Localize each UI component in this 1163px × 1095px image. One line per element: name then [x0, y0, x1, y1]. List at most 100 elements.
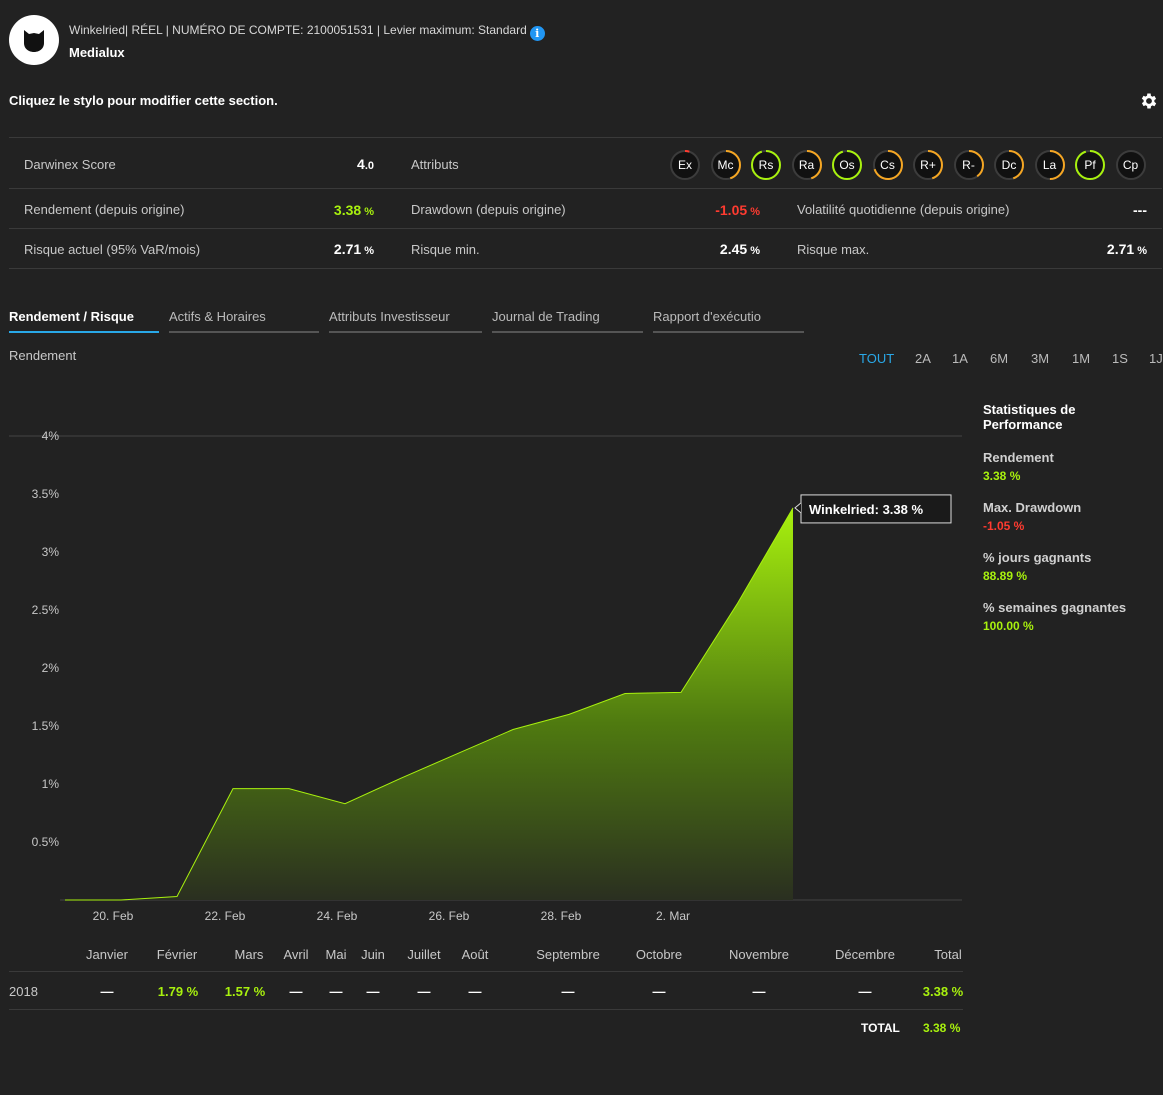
month-value: 1.79 %	[157, 984, 199, 999]
return-chart: 4% 3.5% 3% 2.5% 2% 1.5% 1% 0.5% 20. Feb 22. Feb 2…	[9, 429, 962, 923]
stat-label: Rendement	[983, 450, 1054, 465]
tab-attributs-investisseur[interactable]: Attributs Investisseur	[329, 309, 482, 333]
stat-value: 88.89 %	[983, 569, 1028, 583]
tab-journal-trading[interactable]: Journal de Trading	[492, 309, 643, 333]
table-divider	[9, 971, 963, 972]
month-header: Mai	[325, 947, 347, 962]
month-value: —	[417, 984, 431, 999]
month-header: Janvier	[86, 947, 128, 962]
month-header: Total	[934, 947, 962, 962]
account-info-line: Winkelried| RÉEL | NUMÉRO DE COMPTE: 210…	[69, 23, 545, 41]
risk-max-main: 2.71	[1106, 241, 1135, 257]
y-tick-label: 1.5%	[32, 719, 60, 733]
range-3m[interactable]: 3M	[1031, 351, 1050, 366]
drawdown-value: -1.05 %	[680, 202, 760, 218]
account-line-text: Winkelried| RÉEL | NUMÉRO DE COMPTE: 210…	[69, 23, 527, 37]
attribute-ring-icon	[832, 150, 862, 180]
month-value: —	[366, 984, 380, 999]
return-label: Rendement (depuis origine)	[24, 202, 185, 217]
attribute-badge-rminus[interactable]: R-	[953, 149, 985, 181]
attribute-badge-cs[interactable]: Cs	[872, 149, 904, 181]
y-tick-label: 2%	[42, 661, 60, 675]
month-value: —	[858, 984, 872, 999]
month-value: 1.57 %	[224, 984, 266, 999]
return-main: 3.38	[333, 202, 362, 218]
attribute-badge-label: Mc	[717, 158, 734, 172]
range-1s[interactable]: 1S	[1112, 351, 1128, 366]
month-value: —	[289, 984, 303, 999]
risk-max-unit: %	[1134, 245, 1147, 257]
stat-label: Max. Drawdown	[983, 500, 1082, 515]
range-6m[interactable]: 6M	[990, 351, 1009, 366]
month-value: —	[652, 984, 666, 999]
tab-actifs-horaires[interactable]: Actifs & Horaires	[169, 309, 319, 333]
attribute-badge-os[interactable]: Os	[831, 149, 863, 181]
tooltip-box	[800, 494, 952, 524]
risk-min-label: Risque min.	[411, 242, 480, 257]
attribute-badge-dc[interactable]: Dc	[993, 149, 1025, 181]
range-1j[interactable]: 1J	[1149, 351, 1163, 366]
volatility-value: ---	[1133, 202, 1147, 218]
attribute-badge-label: Ex	[677, 158, 692, 172]
month-header: Octobre	[635, 947, 683, 962]
y-tick-label: 0.5%	[32, 835, 60, 849]
risk-min-unit: %	[747, 245, 760, 257]
month-value: 3.38 %	[922, 984, 964, 999]
range-1m[interactable]: 1M	[1072, 351, 1091, 366]
attribute-badge-label: Rs	[758, 158, 774, 172]
range-2a[interactable]: 2A	[915, 351, 931, 366]
attribute-badge-label: Dc	[1001, 158, 1017, 172]
x-tick-label: 2. Mar	[656, 909, 690, 923]
attribute-badge-pf[interactable]: Pf	[1074, 149, 1106, 181]
range-tout[interactable]: TOUT	[859, 351, 895, 366]
attribute-ring-icon	[1115, 150, 1146, 180]
y-tick-label: 2.5%	[32, 603, 60, 617]
month-value: —	[561, 984, 575, 999]
tab-rendement-risque[interactable]: Rendement / Risque	[9, 309, 159, 333]
risk-label: Risque actuel (95% VaR/mois)	[24, 242, 201, 257]
attribute-badge-ex[interactable]: Ex	[669, 149, 701, 181]
tooltip-text: Winkelried: 3.38 %	[809, 502, 923, 517]
attribute-badge-label: Os	[839, 158, 855, 172]
y-tick-label: 1%	[42, 777, 60, 791]
month-value: —	[752, 984, 766, 999]
attribute-badge-label: Cs	[880, 158, 895, 172]
attribute-ring-icon	[1034, 150, 1065, 180]
x-tick-label: 20. Feb	[93, 909, 134, 923]
attribute-badge-rplus[interactable]: R+	[912, 149, 944, 181]
range-1a[interactable]: 1A	[952, 351, 968, 366]
month-value: —	[329, 984, 343, 999]
attribute-ring-icon	[953, 150, 984, 180]
attribute-badge-cp[interactable]: Cp	[1115, 149, 1147, 181]
series-area-winkelried[interactable]	[65, 507, 793, 900]
info-icon[interactable]: i	[529, 26, 545, 41]
attribute-badge-label: R-	[962, 158, 975, 172]
divider	[9, 228, 1162, 229]
table-divider	[9, 1009, 963, 1010]
tab-rapport-execution[interactable]: Rapport d'exécutio	[653, 309, 804, 333]
month-header: Juin	[361, 947, 385, 962]
stat-value: 100.00 %	[983, 619, 1034, 633]
stat-label: % jours gagnants	[983, 550, 1092, 565]
attributes-label: Attributs	[411, 157, 459, 172]
owl-logo-icon	[24, 30, 44, 52]
attribute-badge-la[interactable]: La	[1034, 149, 1066, 181]
attribute-ring-icon	[994, 150, 1024, 180]
gear-icon[interactable]	[1139, 91, 1159, 111]
attribute-ring-icon	[670, 150, 700, 180]
stat-label: % semaines gagnantes	[983, 600, 1127, 615]
attribute-badge-rs[interactable]: Rs	[750, 149, 782, 181]
attribute-ring-icon	[791, 150, 822, 180]
month-value: —	[468, 984, 482, 999]
divider	[9, 268, 1162, 269]
y-tick-label: 3%	[42, 545, 60, 559]
month-header: Septembre	[536, 947, 600, 962]
risk-min-main: 2.45	[719, 241, 748, 257]
drawdown-label: Drawdown (depuis origine)	[411, 202, 566, 217]
attribute-badge-ra[interactable]: Ra	[791, 149, 823, 181]
avatar[interactable]	[9, 15, 59, 65]
return-unit: %	[361, 206, 374, 218]
section-label: Rendement	[9, 348, 77, 363]
table-row-year: 2018	[9, 984, 38, 999]
attribute-badge-mc[interactable]: Mc	[710, 149, 742, 181]
